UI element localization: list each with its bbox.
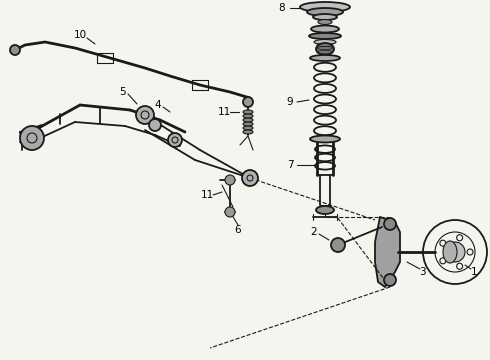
- Ellipse shape: [243, 130, 253, 134]
- Circle shape: [20, 126, 44, 150]
- Ellipse shape: [243, 114, 253, 118]
- Ellipse shape: [243, 126, 253, 130]
- Ellipse shape: [316, 65, 334, 70]
- Ellipse shape: [316, 86, 334, 91]
- Ellipse shape: [443, 241, 457, 263]
- Ellipse shape: [316, 117, 334, 123]
- Circle shape: [440, 258, 446, 264]
- Ellipse shape: [313, 14, 337, 20]
- Circle shape: [242, 170, 258, 186]
- Ellipse shape: [316, 75, 334, 81]
- Text: 1: 1: [471, 267, 477, 277]
- Circle shape: [168, 133, 182, 147]
- Ellipse shape: [311, 26, 339, 32]
- Circle shape: [225, 207, 235, 217]
- Ellipse shape: [309, 33, 341, 39]
- Ellipse shape: [307, 8, 343, 16]
- Ellipse shape: [316, 96, 334, 102]
- Ellipse shape: [316, 43, 334, 55]
- Circle shape: [331, 238, 345, 252]
- Circle shape: [243, 97, 253, 107]
- Text: 9: 9: [287, 97, 294, 107]
- Circle shape: [136, 106, 154, 124]
- Circle shape: [384, 218, 396, 230]
- Circle shape: [149, 119, 161, 131]
- Text: 8: 8: [279, 3, 285, 13]
- Text: 11: 11: [200, 190, 214, 200]
- Circle shape: [467, 249, 473, 255]
- Circle shape: [440, 240, 446, 246]
- Text: 5: 5: [119, 87, 125, 97]
- Text: 10: 10: [74, 30, 87, 40]
- Circle shape: [384, 274, 396, 286]
- Polygon shape: [375, 217, 400, 287]
- Text: 4: 4: [155, 100, 161, 110]
- Text: 6: 6: [235, 225, 241, 235]
- Ellipse shape: [243, 122, 253, 126]
- Ellipse shape: [316, 128, 334, 133]
- Ellipse shape: [318, 19, 332, 24]
- Text: 11: 11: [218, 107, 231, 117]
- Text: 3: 3: [418, 267, 425, 277]
- Circle shape: [225, 175, 235, 185]
- Ellipse shape: [300, 2, 350, 12]
- Ellipse shape: [310, 135, 340, 143]
- Ellipse shape: [243, 118, 253, 122]
- Ellipse shape: [243, 110, 253, 114]
- Text: 7: 7: [287, 160, 294, 170]
- Ellipse shape: [316, 206, 334, 214]
- Ellipse shape: [310, 55, 340, 61]
- Ellipse shape: [316, 107, 334, 112]
- Text: 2: 2: [311, 227, 318, 237]
- Ellipse shape: [314, 40, 336, 45]
- Circle shape: [10, 45, 20, 55]
- Circle shape: [445, 242, 465, 262]
- Circle shape: [457, 235, 463, 241]
- Circle shape: [457, 263, 463, 269]
